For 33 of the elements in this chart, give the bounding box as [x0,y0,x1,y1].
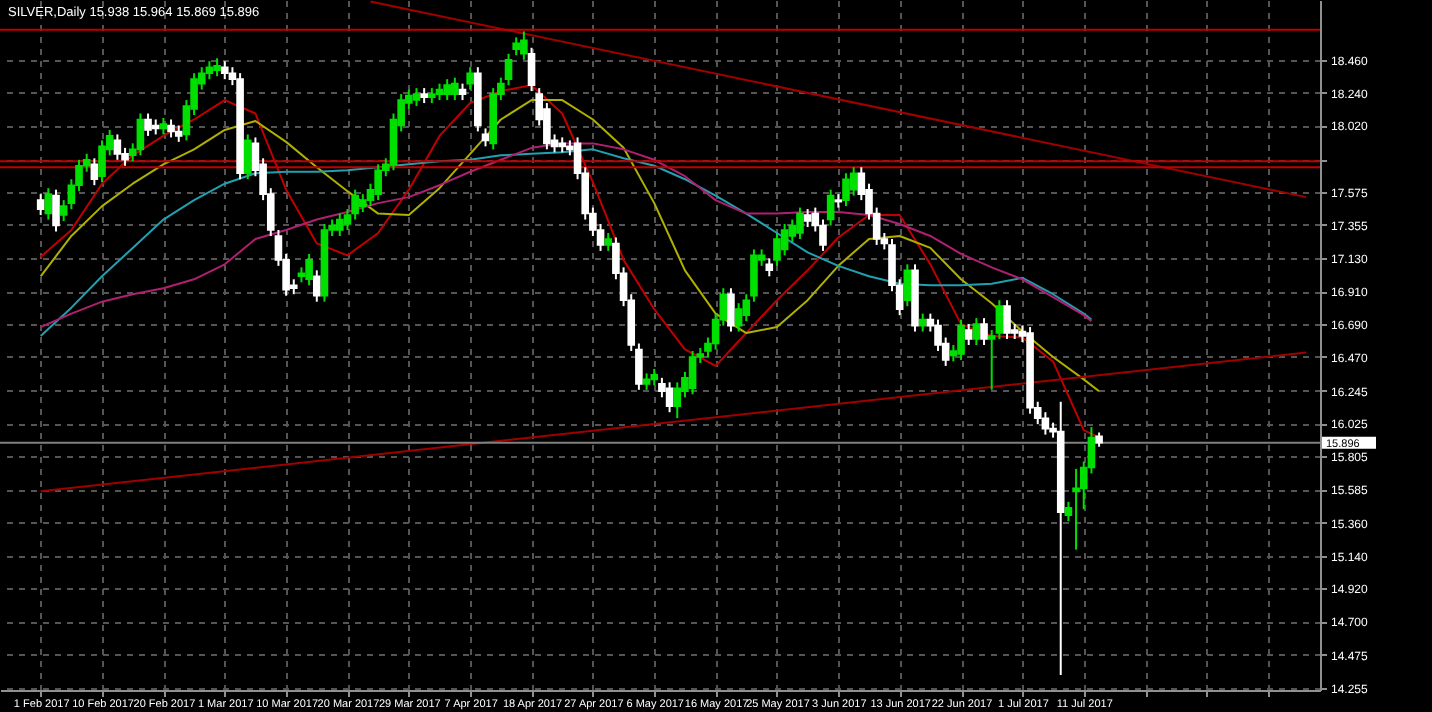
candlestick [734,302,743,333]
candlestick [44,187,53,221]
candlestick [903,263,912,308]
line-series [39,99,1101,393]
candlestick [144,112,152,137]
candlestick [796,206,804,240]
candlestick [826,188,835,227]
candlestick [964,323,973,346]
candlestick [243,133,252,181]
candlestick [305,252,313,287]
candlestick [136,112,145,157]
candlestick [451,76,459,102]
candlestick [1072,467,1080,551]
candlestick [727,287,735,333]
candlestick [312,269,321,303]
candlestick [520,30,528,61]
candlestick [980,317,988,346]
candlestick [1003,299,1011,341]
candlestick [335,212,344,237]
candlestick [52,188,60,233]
candlestick [466,66,474,91]
candlestick [90,157,99,187]
candlestick [527,46,536,93]
candlestick [972,317,981,346]
candlestick [36,193,45,217]
candlestick [842,172,850,208]
candlestick [443,78,451,102]
candlestick [665,381,674,414]
candlestick [957,318,965,361]
candlestick [374,163,382,202]
candlestick [688,349,697,396]
candlestick [773,231,781,267]
candlestick [113,133,122,161]
